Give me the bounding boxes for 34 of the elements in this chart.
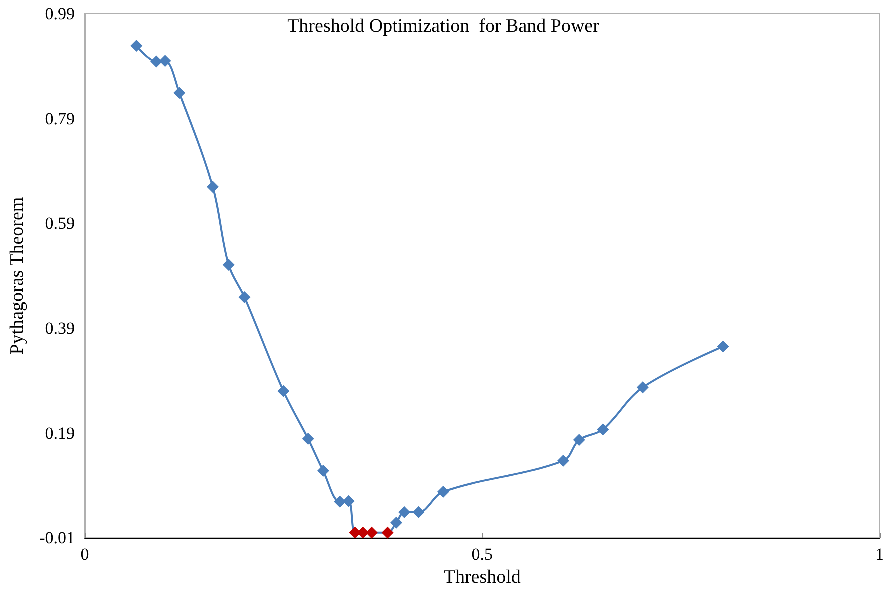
point (382, 526, 394, 539)
point (390, 516, 403, 529)
point (412, 506, 425, 518)
point (206, 180, 219, 193)
point (159, 55, 172, 68)
point (150, 56, 163, 68)
point (238, 292, 251, 304)
y-tick-label: -0.01 (40, 528, 75, 548)
point (222, 259, 235, 272)
point (130, 40, 143, 52)
x-tick-label: 1 (876, 545, 884, 564)
y-tick-label: 0.39 (45, 318, 75, 338)
point (317, 465, 330, 478)
point (437, 486, 450, 498)
point (174, 87, 186, 100)
point (334, 496, 346, 508)
point (557, 455, 570, 468)
x-tick-label: 0 (80, 545, 90, 564)
x-tick-label: 0.5 (472, 545, 493, 564)
point (278, 385, 290, 398)
y-tick-label: 0.99 (45, 4, 75, 24)
point (636, 382, 649, 394)
y-tick-label: 0.59 (45, 214, 75, 234)
point (597, 424, 610, 436)
point (717, 340, 730, 353)
point (302, 433, 314, 446)
point (342, 495, 355, 508)
chart-title: Threshold Optimization for Band Power (288, 16, 600, 37)
x-axis-title: Threshold (444, 567, 522, 588)
y-axis-title: Pythagoras Theorem (7, 197, 28, 355)
point (573, 434, 586, 446)
y-tick-label: 0.19 (45, 424, 75, 443)
y-tick-label: 0.79 (45, 109, 75, 128)
point (398, 506, 410, 518)
